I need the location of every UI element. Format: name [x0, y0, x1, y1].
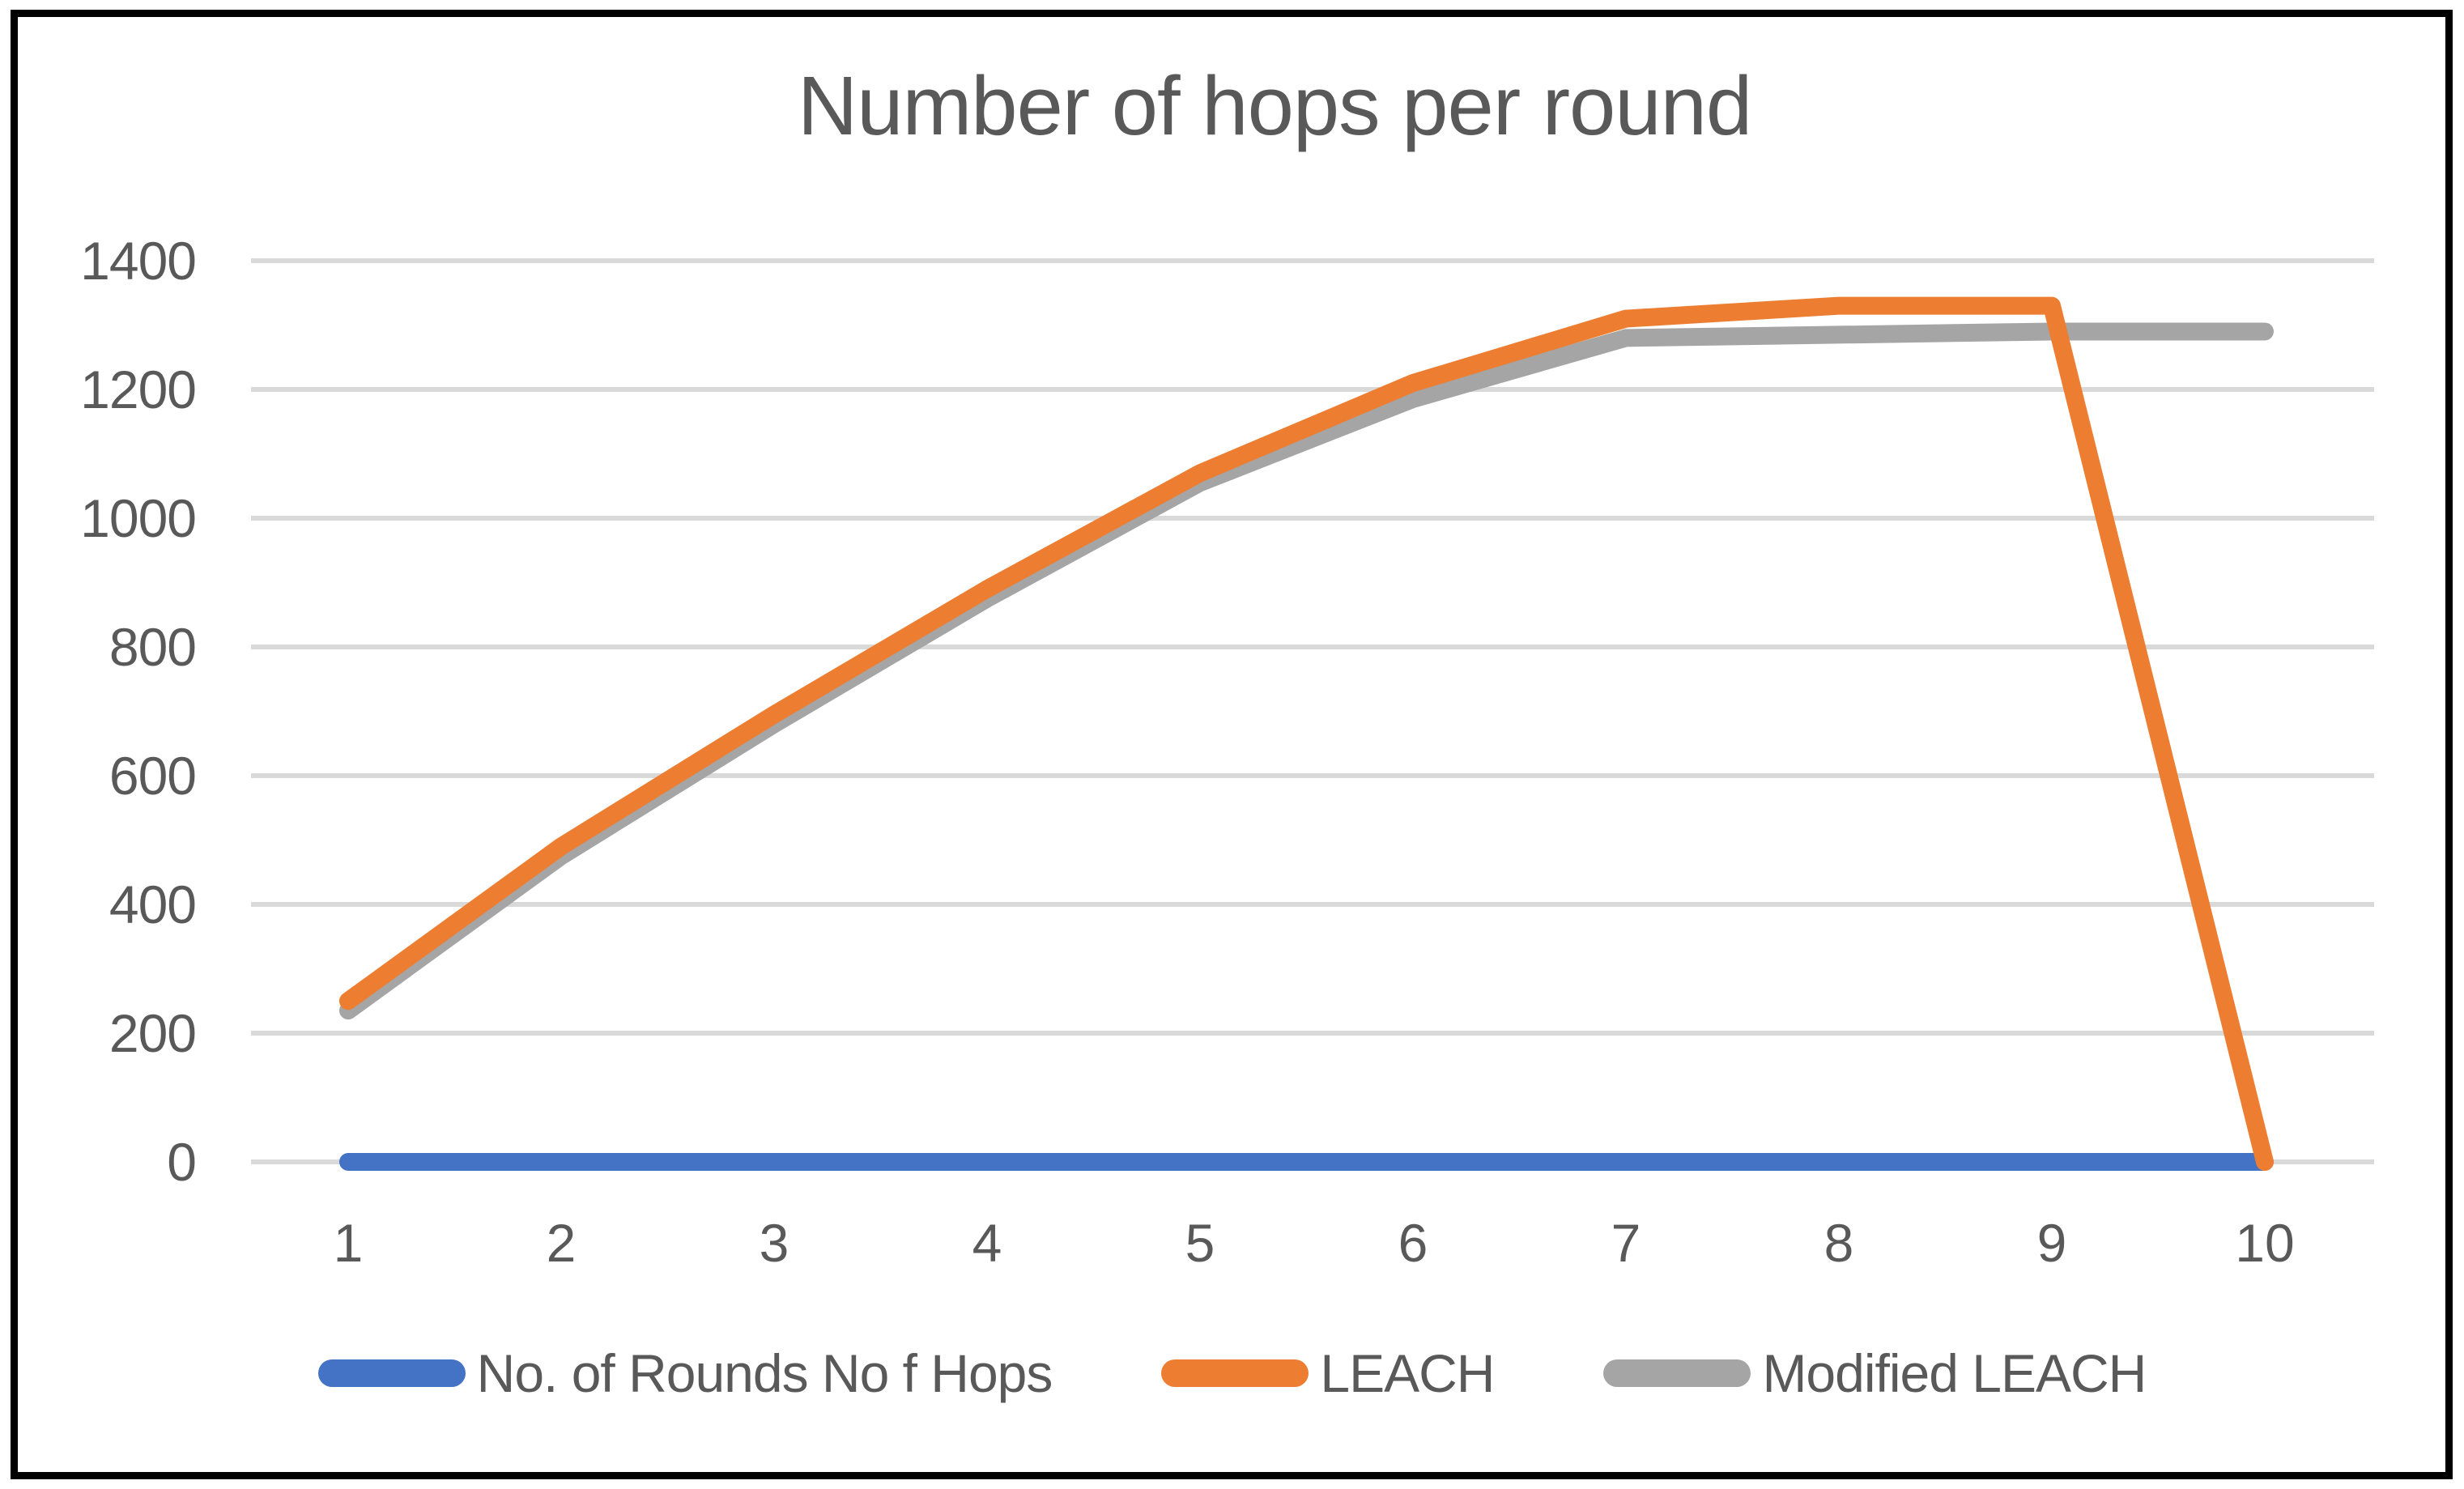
x-axis-tick-label: 5	[1185, 1213, 1215, 1273]
y-axis-tick-label: 800	[109, 617, 196, 677]
legend-label-modified-leach: Modified LEACH	[1762, 1342, 2147, 1403]
legend-item-leach: LEACH	[1161, 1342, 1495, 1404]
x-axis-tick-label: 1	[334, 1213, 364, 1273]
legend-label-leach: LEACH	[1320, 1342, 1495, 1403]
y-axis-tick-label: 1200	[80, 359, 196, 419]
y-axis-tick-label: 1400	[80, 231, 196, 291]
legend-item-modified-leach: Modified LEACH	[1603, 1342, 2147, 1404]
x-axis-tick-label: 6	[1398, 1213, 1428, 1273]
x-axis-tick-label: 10	[2235, 1213, 2294, 1273]
x-axis-tick-label: 8	[1824, 1213, 1854, 1273]
legend-item-rounds: No. of Rounds No f Hops	[317, 1342, 1053, 1404]
x-axis-tick-label: 7	[1611, 1213, 1641, 1273]
chart-title: Number of hops per round	[797, 59, 1752, 152]
y-axis-tick-label: 200	[109, 1003, 196, 1063]
x-axis-tick-label: 4	[972, 1213, 1002, 1273]
x-axis-tick-label: 3	[760, 1213, 789, 1273]
y-axis-tick-label: 600	[109, 746, 196, 806]
x-axis-tick-label: 2	[547, 1213, 577, 1273]
y-axis-tick-label: 0	[167, 1132, 196, 1192]
y-axis-tick-label: 1000	[80, 488, 196, 548]
legend-swatch-rounds-icon	[317, 1359, 466, 1387]
x-axis-tick-label: 9	[2037, 1213, 2067, 1273]
series-line-leach	[339, 296, 2274, 1171]
legend-swatch-modified-leach-icon	[1603, 1359, 1751, 1387]
legend-swatch-leach-icon	[1161, 1359, 1309, 1387]
legend-label-rounds: No. of Rounds No f Hops	[476, 1342, 1053, 1403]
y-axis-tick-label: 400	[109, 874, 196, 934]
legend: No. of Rounds No f Hops LEACH Modified L…	[0, 1334, 2464, 1411]
